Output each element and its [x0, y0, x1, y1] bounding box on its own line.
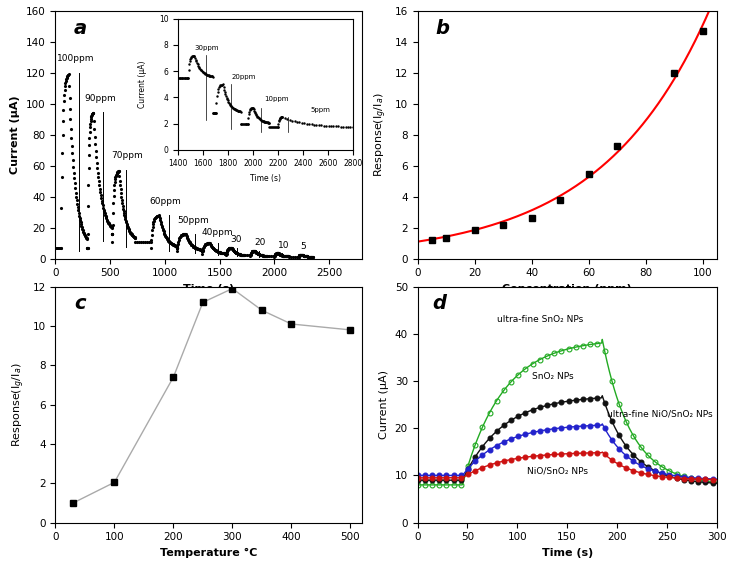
X-axis label: Time (s): Time (s) — [183, 284, 234, 294]
Text: 10: 10 — [278, 241, 289, 250]
Text: ultra-fine NiO/SnO₂ NPs: ultra-fine NiO/SnO₂ NPs — [607, 410, 712, 419]
Text: 20: 20 — [255, 238, 266, 247]
Text: 50ppm: 50ppm — [177, 216, 208, 225]
Y-axis label: Response(I$_g$/I$_a$): Response(I$_g$/I$_a$) — [10, 362, 27, 447]
Text: a: a — [74, 19, 87, 38]
Text: 100ppm: 100ppm — [57, 54, 95, 63]
Text: c: c — [74, 294, 85, 312]
Text: NiO/SnO₂ NPs: NiO/SnO₂ NPs — [528, 466, 588, 475]
X-axis label: Time (s): Time (s) — [542, 548, 593, 558]
Text: 30: 30 — [231, 234, 242, 243]
Y-axis label: Current (μA): Current (μA) — [10, 96, 21, 174]
Y-axis label: Response(I$_g$/I$_a$): Response(I$_g$/I$_a$) — [372, 93, 389, 177]
Text: d: d — [432, 294, 446, 312]
Text: ultra-fine SnO₂ NPs: ultra-fine SnO₂ NPs — [497, 315, 584, 324]
Y-axis label: Current (μA): Current (μA) — [379, 370, 389, 439]
X-axis label: Concentration (ppm): Concentration (ppm) — [503, 284, 632, 294]
Text: 5: 5 — [301, 242, 307, 251]
Text: 70ppm: 70ppm — [112, 151, 143, 160]
Text: 60ppm: 60ppm — [149, 197, 181, 206]
X-axis label: Temperature °C: Temperature °C — [160, 548, 257, 558]
Text: 90ppm: 90ppm — [85, 94, 117, 103]
Text: b: b — [435, 19, 449, 38]
Text: SnO₂ NPs: SnO₂ NPs — [532, 372, 574, 381]
Text: 40ppm: 40ppm — [201, 228, 233, 237]
